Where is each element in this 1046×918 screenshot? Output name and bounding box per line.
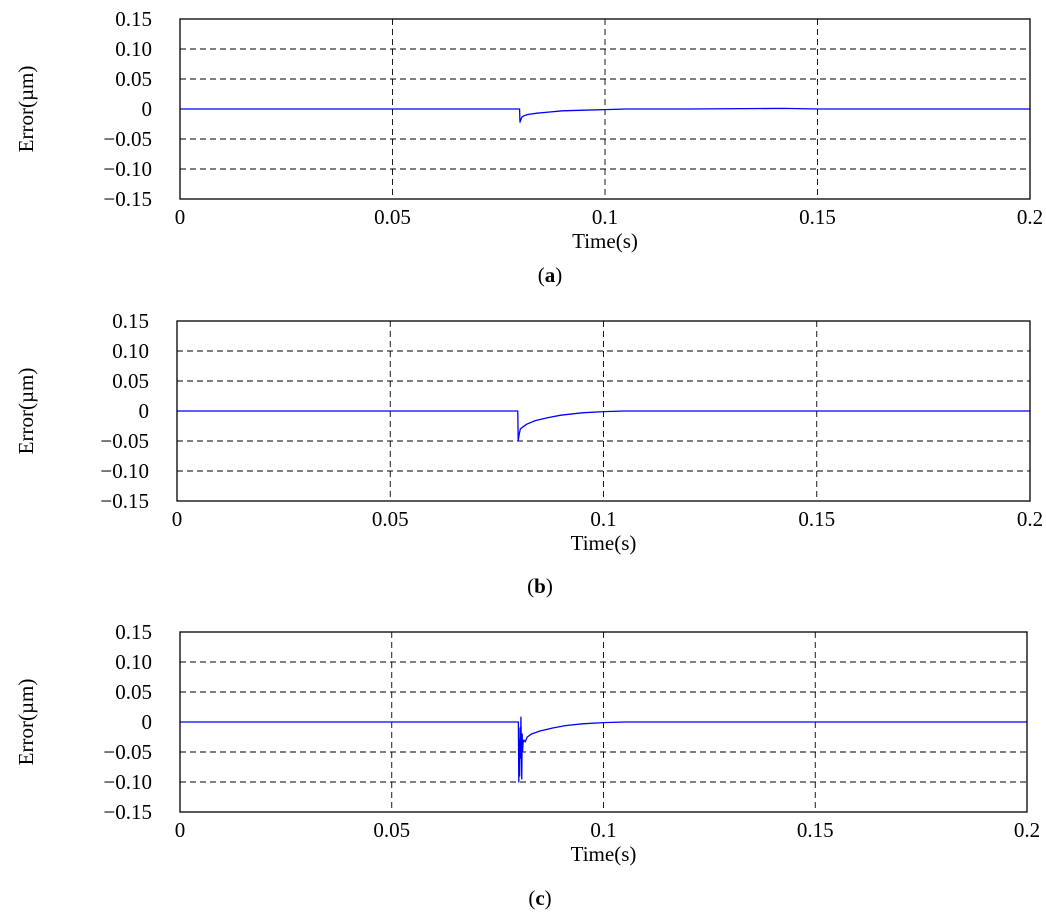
panel-c-xtick-label: 0.1 [590, 818, 616, 842]
panel-b: 0.15 0.10 0.05 0 −0.05 −0.10 −0.15 0 0.05 0.1 0.15… [14, 309, 1043, 598]
panel-c-ytick-label: 0.05 [115, 680, 152, 704]
panel-b-xtick-label: 0.1 [590, 507, 616, 531]
panel-b-xtick-label: 0.05 [372, 507, 409, 531]
panel-a-plot-frame [179, 18, 1031, 200]
panel-b-y-axis-title: Error(µm) [14, 368, 38, 455]
panel-c-series-line [180, 716, 1027, 783]
panel-a-xtick-label: 0.2 [1017, 205, 1043, 229]
panel-a-x-axis-title: Time(s) [572, 229, 638, 253]
panel-b-ytick-label: 0.15 [112, 309, 149, 333]
panel-c-ytick-label: 0.15 [115, 620, 152, 644]
panel-b-xtick-label: 0.15 [798, 507, 835, 531]
panel-a-ytick-label: 0.05 [115, 67, 152, 91]
panel-a-xtick-label: 0.15 [799, 205, 836, 229]
panel-b-plot-frame [176, 320, 1031, 502]
panel-b-ytick-label: 0.10 [112, 339, 149, 363]
panel-b-ytick-label: −0.15 [100, 489, 149, 513]
panel-a-ytick-label: 0.15 [115, 7, 152, 31]
panel-a-ytick-label: −0.05 [103, 127, 152, 151]
panel-c-ytick-label: 0 [142, 710, 153, 734]
panel-c: 0.15 0.10 0.05 0 −0.05 −0.10 −0.15 0 0.05 0.1 0.15… [14, 620, 1040, 910]
panel-b-x-axis-title: Time(s) [571, 531, 637, 555]
panel-b-caption: (b) [527, 574, 553, 598]
panel-a-xtick-label: 0.05 [374, 205, 411, 229]
panel-a-plot: 0.15 0.10 0.05 0 −0.05 −0.10 −0.15 0 0.05 0.1 0.15… [14, 7, 1043, 253]
panel-b-xtick-label: 0 [172, 507, 183, 531]
panel-b-ytick-label: −0.05 [100, 429, 149, 453]
panel-c-xtick-label: 0.15 [797, 818, 834, 842]
panel-a-y-axis-title: Error(µm) [14, 66, 38, 153]
panel-a-caption: (a) [538, 263, 563, 287]
panel-c-x-axis-title: Time(s) [571, 842, 637, 866]
panel-c-xtick-label: 0 [175, 818, 186, 842]
panel-c-ytick-label: −0.05 [103, 740, 152, 764]
panel-a-series-line [180, 107, 1030, 123]
panel-b-ytick-label: −0.10 [100, 459, 149, 483]
panel-b-plot: 0.15 0.10 0.05 0 −0.05 −0.10 −0.15 0 0.05 0.1 0.15… [14, 309, 1043, 555]
panel-c-plot: 0.15 0.10 0.05 0 −0.05 −0.10 −0.15 0 0.05 0.1 0.15… [14, 620, 1040, 866]
panel-b-ytick-label: 0 [139, 399, 150, 423]
panel-b-xtick-label: 0.2 [1017, 507, 1043, 531]
panel-c-xtick-label: 0.2 [1014, 818, 1040, 842]
panel-a-ytick-label: −0.10 [103, 157, 152, 181]
panel-a-ytick-label: 0.10 [115, 37, 152, 61]
panel-c-ytick-label: −0.10 [103, 770, 152, 794]
panel-c-plot-frame [179, 631, 1028, 813]
panel-b-ytick-label: 0.05 [112, 369, 149, 393]
panel-c-caption: (c) [528, 886, 551, 910]
panel-c-ytick-label: −0.15 [103, 800, 152, 824]
panel-b-series-line [177, 410, 1030, 442]
panel-c-xtick-label: 0.05 [373, 818, 410, 842]
panel-c-ytick-label: 0.10 [115, 650, 152, 674]
panel-a-ytick-label: 0 [142, 97, 153, 121]
panel-a-ytick-label: −0.15 [103, 187, 152, 211]
panel-a-xtick-label: 0 [175, 205, 186, 229]
panel-a: 0.15 0.10 0.05 0 −0.05 −0.10 −0.15 0 0.05 0.1 0.15… [14, 7, 1043, 287]
panel-a-xtick-label: 0.1 [592, 205, 618, 229]
panel-c-y-axis-title: Error(µm) [14, 679, 38, 766]
